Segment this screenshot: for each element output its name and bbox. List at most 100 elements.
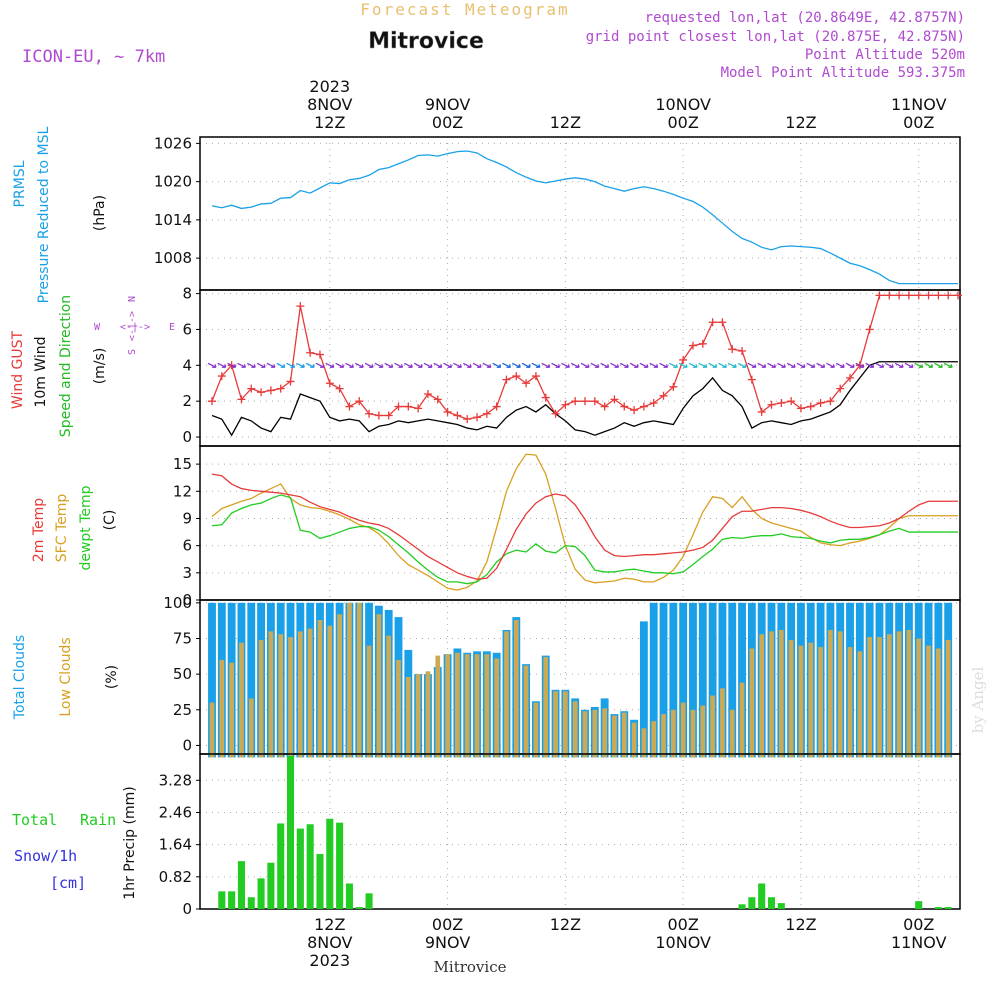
tick-label: 1.64 (159, 836, 192, 854)
gust-marker (600, 402, 609, 411)
wind-dir-arrow (335, 362, 345, 368)
low-cloud-bar (670, 709, 676, 758)
gust-marker (453, 411, 462, 420)
gust-marker (266, 386, 275, 395)
gust-marker (286, 377, 295, 386)
rain-bar (286, 755, 295, 909)
wind-dir-arrow (894, 362, 904, 368)
wind-dir-arrow (875, 362, 885, 368)
time-label: 12Z (314, 113, 345, 132)
low-cloud-bar (729, 709, 735, 758)
wind-dir-arrow (404, 362, 413, 368)
gust-marker (708, 318, 717, 327)
wind-dir-arrow (413, 362, 423, 368)
watermark: by Angel (969, 666, 987, 733)
tick-label: 1014 (154, 211, 192, 229)
rain-bar (355, 907, 363, 909)
low-cloud-bar (621, 712, 627, 758)
cm-label: [cm] (50, 874, 86, 892)
tick-label: 0 (182, 736, 192, 754)
gust-marker (571, 397, 580, 406)
low-cloud-bar (553, 691, 558, 758)
time-label: 12Z (550, 113, 581, 132)
wind-dir-arrow (492, 362, 502, 368)
gust-marker (767, 400, 776, 409)
gust-marker (512, 372, 521, 381)
low-cloud-bar (474, 654, 480, 758)
rain-bar (326, 818, 334, 909)
wind-dir-arrow (678, 362, 688, 368)
time-label: 2023 (309, 77, 350, 96)
low-cloud-bar (258, 639, 264, 758)
wind-line (211, 361, 958, 437)
low-cloud-bar (278, 634, 284, 758)
gust-marker (345, 402, 354, 411)
low-cloud-bar (690, 709, 696, 758)
gust-marker (374, 411, 383, 420)
gust-marker (669, 382, 678, 391)
gust-marker (217, 372, 226, 381)
low-cloud-bar (602, 708, 607, 758)
rain-bar (237, 861, 245, 909)
gust-marker (355, 397, 364, 406)
tick-label: 0.82 (159, 868, 192, 886)
low-cloud-bar (886, 634, 892, 758)
gust-marker (257, 388, 266, 397)
wind-panel: 0 2 4 6 8 (182, 285, 962, 447)
low-cloud-bar (759, 634, 765, 758)
total-clouds-label: Total Clouds (12, 635, 28, 720)
wind-dir-arrow (256, 362, 266, 368)
low-cloud-bar (317, 619, 323, 758)
wind-dir-arrow (345, 362, 354, 368)
wind-dir-arrow (384, 362, 394, 368)
gust-marker (384, 411, 393, 420)
rain-bar (777, 903, 785, 909)
wind-dir-arrow (865, 362, 875, 368)
gust-label: Wind GUST (10, 330, 26, 409)
tick-label: 8 (182, 285, 192, 303)
wind-dir-arrow (423, 362, 433, 368)
total-cloud-bar (639, 621, 648, 758)
low-cloud-bar (219, 659, 225, 758)
low-cloud-bar (837, 631, 843, 758)
gust-marker (306, 348, 315, 357)
wind-dir-arrow (885, 362, 894, 368)
gust-marker (335, 384, 344, 393)
time-label: 00Z (667, 915, 698, 934)
gust-marker (846, 373, 855, 382)
tick-label: 9 (182, 509, 192, 527)
gust-marker (639, 402, 648, 411)
gust-marker (561, 400, 570, 409)
tick-label: 0 (182, 591, 192, 609)
rain-bar (218, 891, 226, 909)
rain-bar (267, 862, 275, 909)
rain-bar (336, 822, 344, 909)
tick-label: 1008 (154, 249, 192, 267)
low-cloud-bar (209, 702, 215, 758)
wind-dir-arrow (619, 362, 629, 368)
rain-bar (277, 823, 285, 909)
wind-dir-arrow (453, 362, 462, 368)
low-cloud-bar (288, 637, 293, 758)
low-cloud-bar (700, 705, 706, 758)
gust-marker (492, 402, 501, 411)
rain-bar (306, 824, 314, 909)
time-label: 00Z (667, 113, 698, 132)
low-cloud-bar (857, 651, 863, 758)
low-cloud-bar (563, 691, 568, 758)
gust-marker (531, 372, 540, 381)
tick-label: 0 (182, 900, 192, 918)
pressure-unit: (hPa) (92, 195, 108, 231)
tick-label: 0 (182, 428, 192, 446)
wind-dir-arrow (561, 362, 570, 368)
wind-dir-arrow (943, 362, 953, 368)
rain-bar (944, 907, 952, 909)
total-cloud-bar (708, 602, 717, 758)
wind-dir-arrow (639, 362, 649, 368)
wind-dir-arrow (816, 362, 826, 368)
tick-label: 4 (182, 356, 192, 374)
gust-marker (590, 397, 599, 406)
sfc-temp-line (211, 453, 958, 591)
wind10m-label: 10m Wind (33, 336, 49, 407)
wind-dir-arrow (835, 362, 845, 368)
